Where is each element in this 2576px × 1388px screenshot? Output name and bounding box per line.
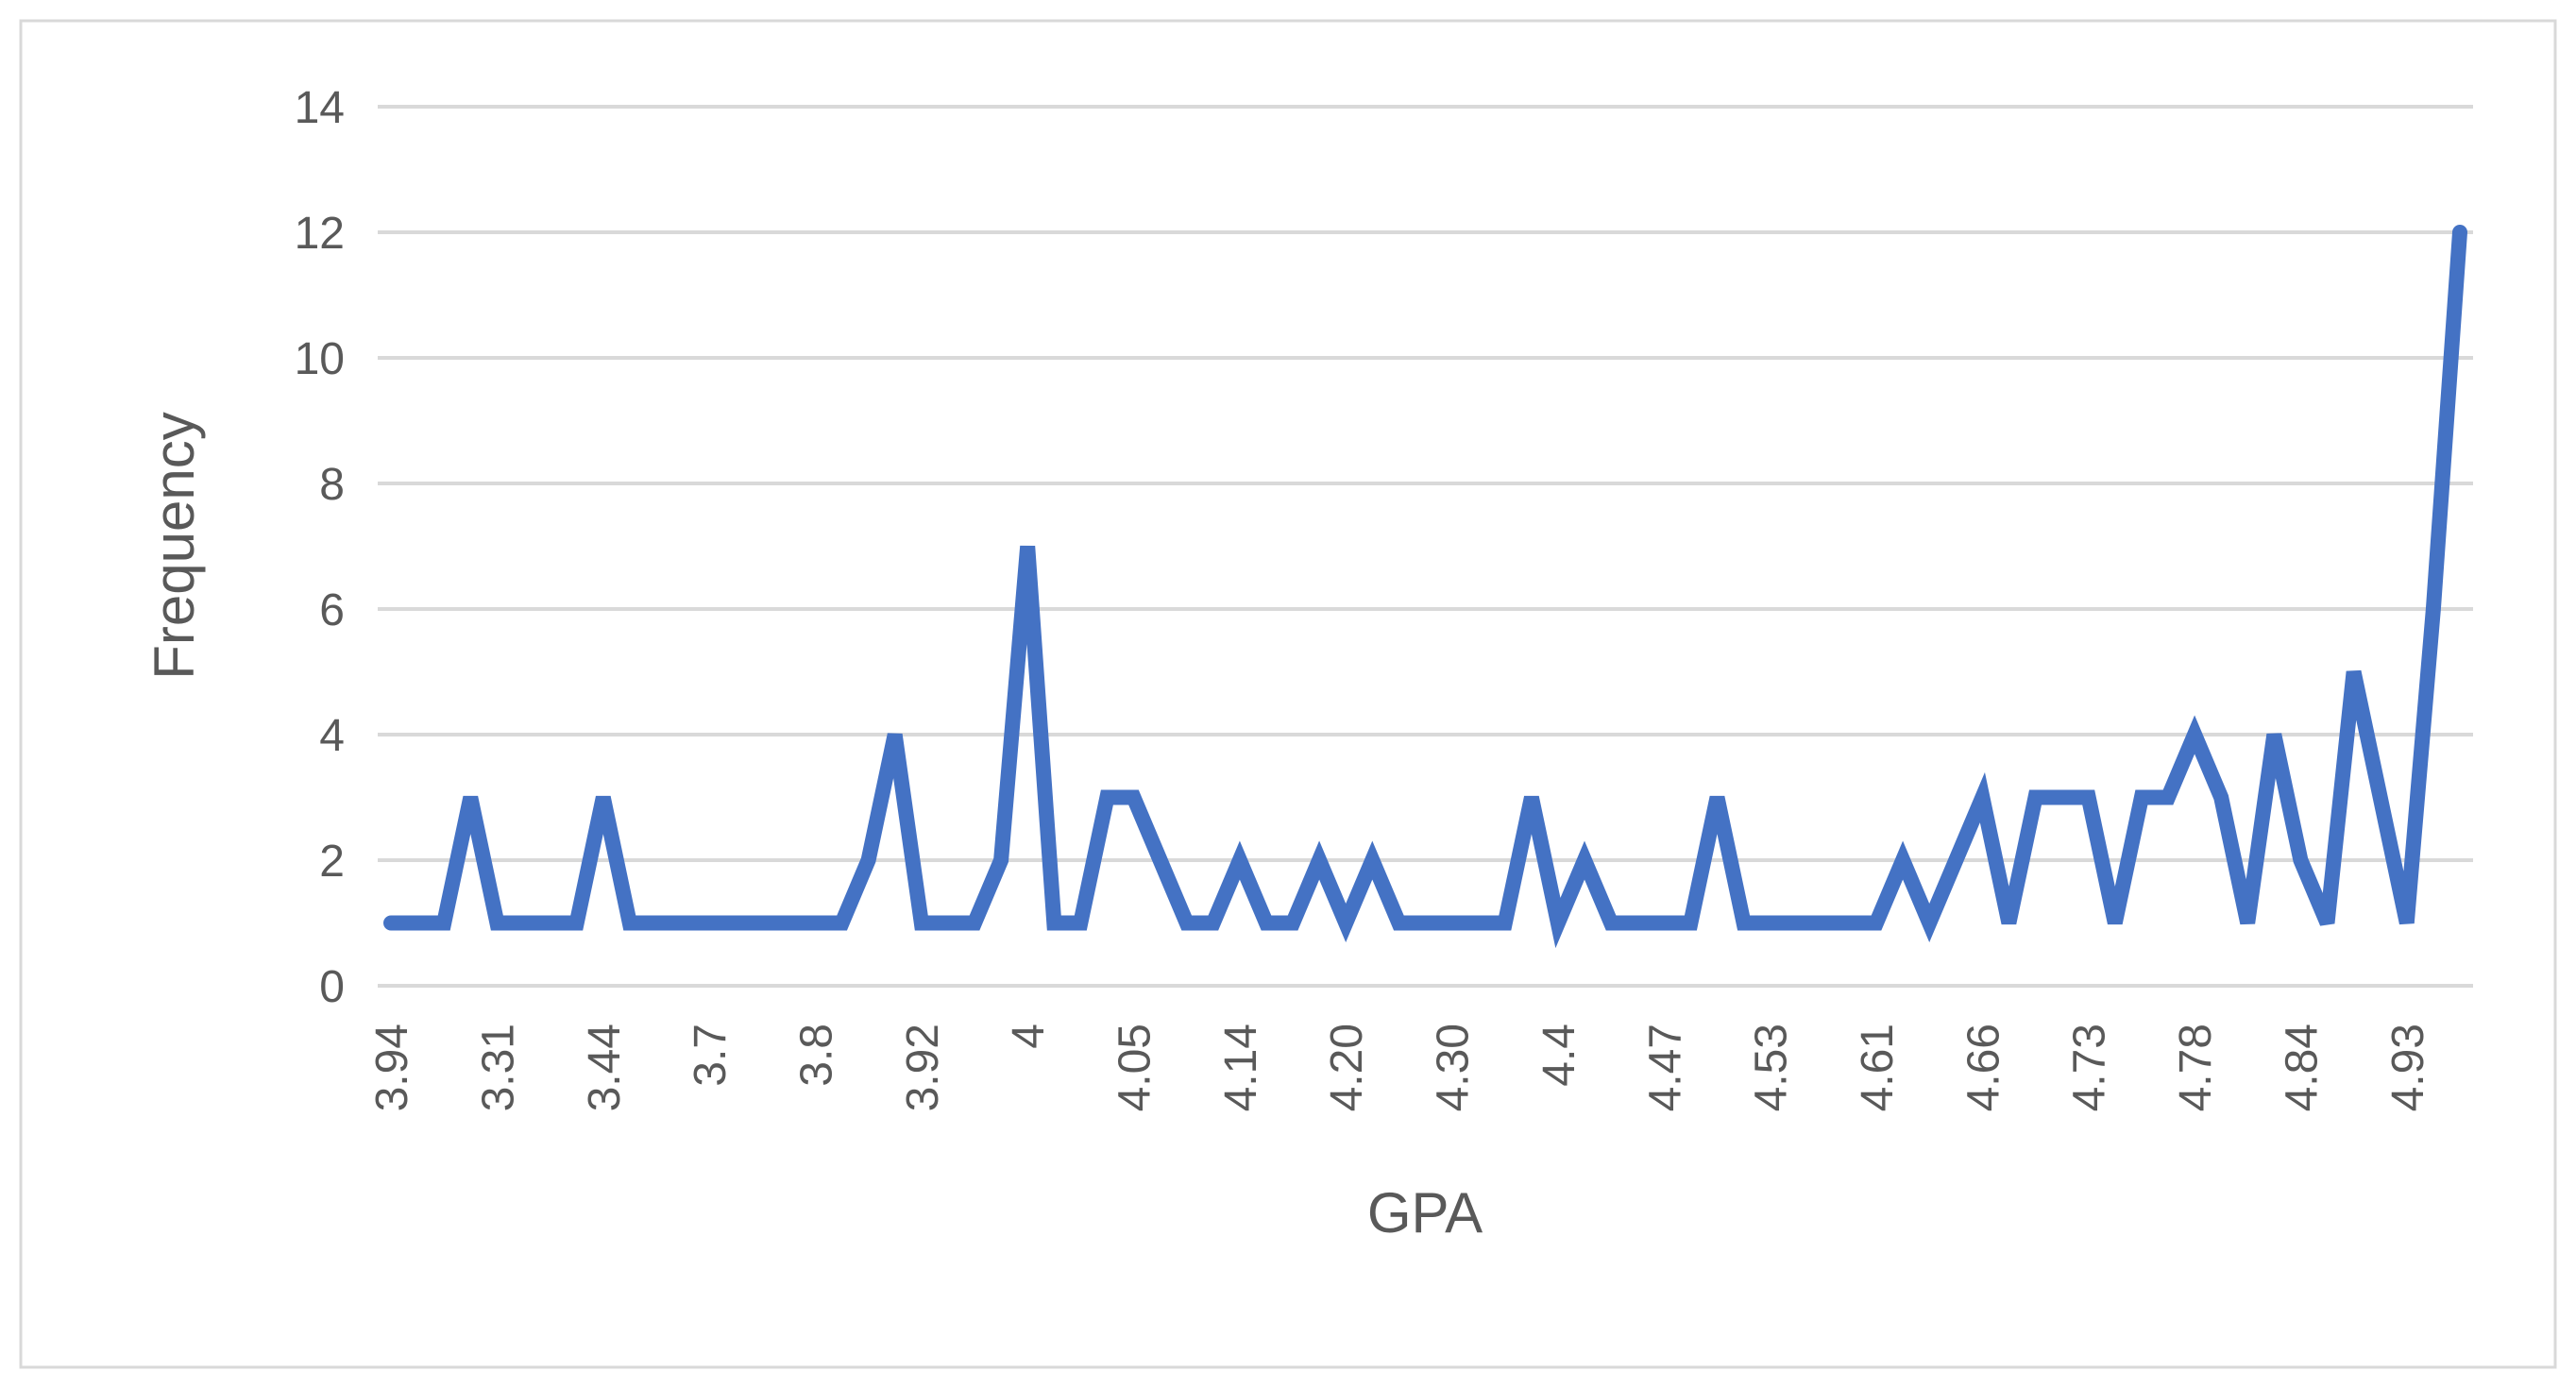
x-tick-label: 4.4 xyxy=(1534,1024,1585,1087)
x-tick-label: 3.94 xyxy=(367,1024,417,1111)
x-tick-label: 3.8 xyxy=(791,1024,841,1087)
y-tick-label: 12 xyxy=(295,209,345,259)
x-tick-label: 4 xyxy=(1004,1024,1054,1049)
x-tick-label: 4.05 xyxy=(1110,1024,1161,1111)
line-series xyxy=(383,225,2467,949)
x-axis-title: GPA xyxy=(1367,1181,1483,1244)
y-tick-label: 6 xyxy=(319,585,345,635)
y-axis-title: Frequency xyxy=(143,412,206,679)
x-tick-label: 4.30 xyxy=(1429,1024,1479,1111)
y-tick-label: 14 xyxy=(295,83,345,133)
y-tick-label: 10 xyxy=(295,334,345,384)
x-tick-label: 4.84 xyxy=(2277,1024,2327,1111)
y-tick-label: 2 xyxy=(319,837,345,887)
y-tick-label: 0 xyxy=(319,962,345,1012)
x-tick-label: 3.7 xyxy=(686,1024,736,1087)
x-tick-label: 3.92 xyxy=(898,1024,948,1111)
chart-border xyxy=(19,19,2557,1369)
x-tick-label: 4.14 xyxy=(1216,1024,1266,1111)
x-tick-label: 4.61 xyxy=(1853,1024,1903,1111)
x-tick-label: 4.47 xyxy=(1640,1024,1690,1111)
x-tick-label: 3.44 xyxy=(580,1024,630,1111)
x-tick-label: 4.20 xyxy=(1322,1024,1372,1111)
x-tick-label: 4.73 xyxy=(2065,1024,2115,1111)
x-tick-label: 3.31 xyxy=(473,1024,523,1111)
x-tick-label: 4.78 xyxy=(2171,1024,2221,1111)
y-tick-label: 4 xyxy=(319,711,345,761)
x-tick-label: 4.93 xyxy=(2383,1024,2433,1111)
x-tick-label: 4.66 xyxy=(1958,1024,2008,1111)
x-tick-label: 4.53 xyxy=(1747,1024,1797,1111)
y-tick-label: 8 xyxy=(319,460,345,510)
